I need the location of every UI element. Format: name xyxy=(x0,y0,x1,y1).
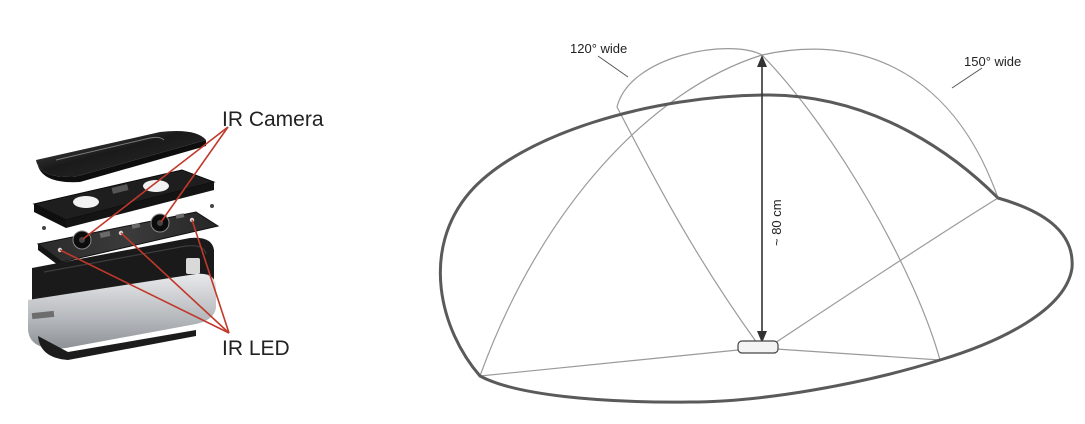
usb-port xyxy=(186,258,200,274)
arc-right-inner xyxy=(774,197,999,344)
arc-right-meridian xyxy=(761,54,941,361)
base-line-left xyxy=(479,348,749,377)
sensor-device xyxy=(737,340,779,354)
label-150-pointer xyxy=(951,67,983,89)
lens-frame xyxy=(32,169,216,230)
ir-camera-label: IR Camera xyxy=(222,108,324,131)
arc-150-top xyxy=(761,48,999,199)
frame-lens-hole-left xyxy=(73,196,99,208)
arc-left-inner xyxy=(616,106,758,344)
camera-callout-line-right xyxy=(160,126,229,223)
label-150-wide: 150° wide xyxy=(964,54,1021,69)
height-label: ~ 80 cm xyxy=(769,199,784,246)
silver-base xyxy=(28,273,216,360)
ir-led-label: IR LED xyxy=(222,337,290,360)
led-callout-line-2 xyxy=(120,232,230,334)
interaction-volume xyxy=(438,48,1074,404)
label-120-pointer xyxy=(597,55,629,78)
base-line-right xyxy=(775,348,941,361)
height-arrow xyxy=(757,55,767,343)
exploded-device xyxy=(28,131,220,360)
led-callout-line-3 xyxy=(191,219,230,334)
arc-left-meridian xyxy=(479,54,763,377)
callout-lines xyxy=(59,126,230,334)
frame-lens-hole-right xyxy=(143,180,169,192)
circuit-board xyxy=(36,211,220,268)
led-callout-line-1 xyxy=(59,249,230,334)
label-120-wide: 120° wide xyxy=(570,41,627,56)
arc-120-top xyxy=(616,48,763,108)
glass-cover xyxy=(36,131,206,183)
camera-callout-line-left xyxy=(82,126,229,240)
volume-arcs xyxy=(479,48,999,377)
volume-outline xyxy=(438,93,1074,404)
